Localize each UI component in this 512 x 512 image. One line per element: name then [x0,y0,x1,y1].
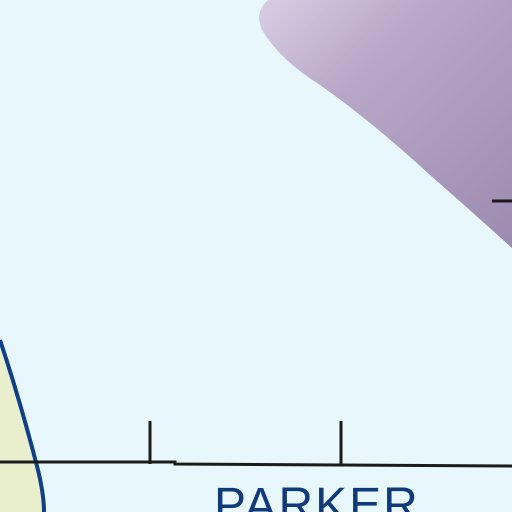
road-main [0,460,512,468]
river-feature [259,0,512,248]
place-label: PARKER [214,479,420,512]
shoreline [0,339,46,512]
land-area [0,340,44,512]
